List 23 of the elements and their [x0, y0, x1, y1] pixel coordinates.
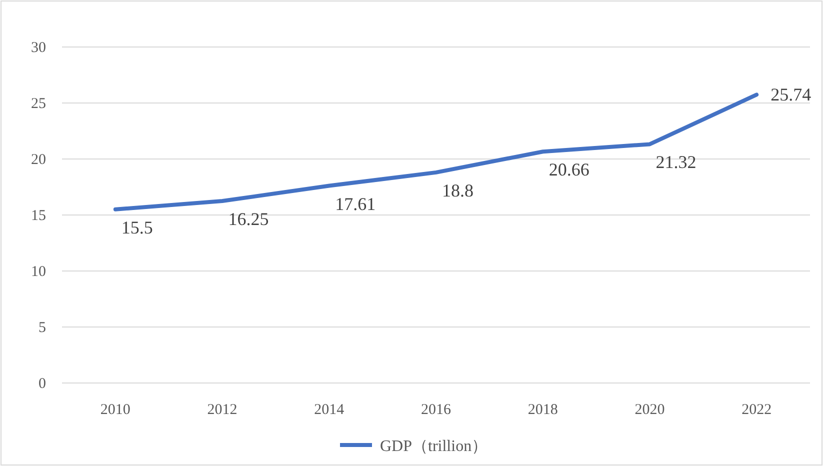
- y-tick-label: 30: [31, 40, 46, 56]
- x-tick-label: 2010: [100, 402, 130, 418]
- y-tick-label: 10: [31, 264, 46, 280]
- y-tick-label: 25: [31, 96, 46, 112]
- data-label: 20.66: [548, 160, 590, 180]
- data-label: 21.32: [656, 152, 696, 172]
- line-series: [113, 92, 759, 212]
- data-label: 25.74: [770, 84, 812, 105]
- y-tick-label: 20: [31, 152, 46, 168]
- x-tick-label: 2012: [207, 402, 238, 418]
- y-tick-label: 15: [31, 208, 46, 224]
- data-label: 15.5: [121, 217, 153, 238]
- data-label: 17.61: [335, 194, 376, 214]
- x-tick-label: 2022: [742, 402, 772, 418]
- data-label: 16.25: [228, 209, 269, 229]
- x-tick-label: 2020: [634, 402, 665, 418]
- x-tick-label: 2014: [314, 402, 345, 418]
- data-label: 18.8: [442, 180, 474, 200]
- y-tick-label: 0: [38, 376, 46, 392]
- x-tick-label: 2016: [421, 402, 452, 418]
- x-tick-label: 2018: [528, 402, 558, 418]
- y-tick-label: 5: [38, 320, 46, 336]
- legend-label: GDP（trillion）: [380, 438, 488, 455]
